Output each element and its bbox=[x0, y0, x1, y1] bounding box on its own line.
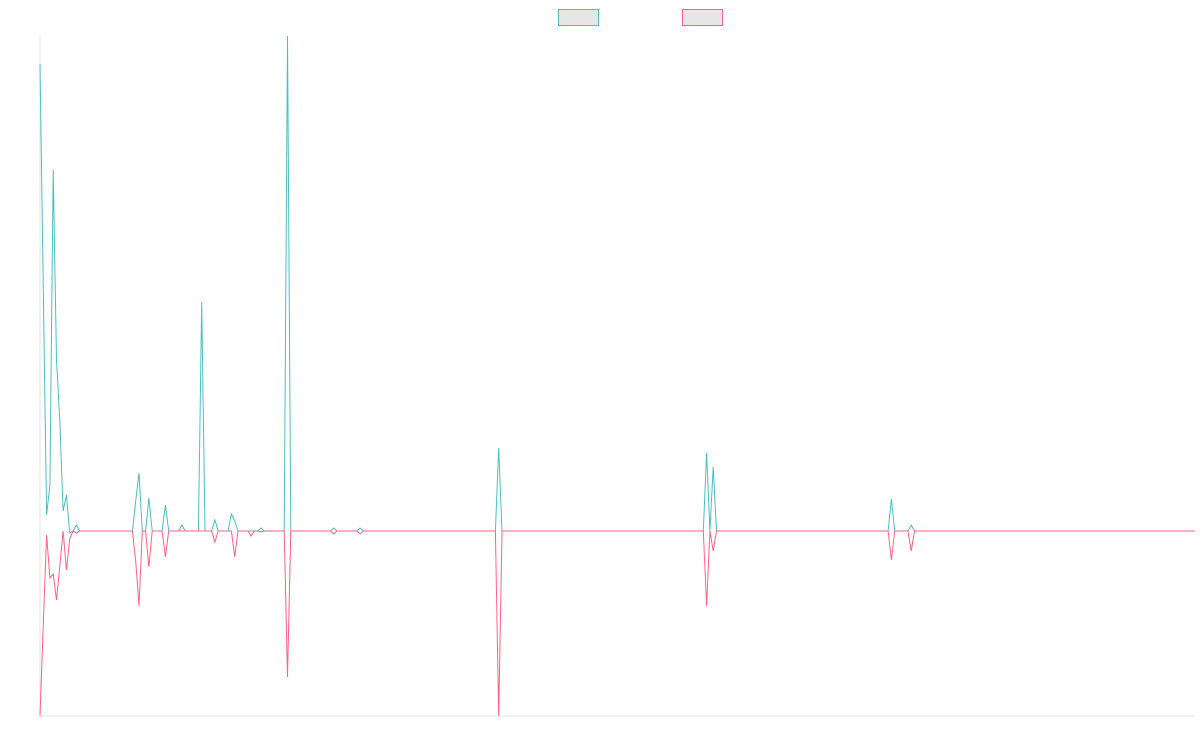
legend-swatch[interactable] bbox=[682, 9, 723, 26]
legend-swatch[interactable] bbox=[558, 9, 599, 26]
data-line bbox=[39, 35, 1195, 534]
data-line bbox=[39, 530, 1195, 717]
